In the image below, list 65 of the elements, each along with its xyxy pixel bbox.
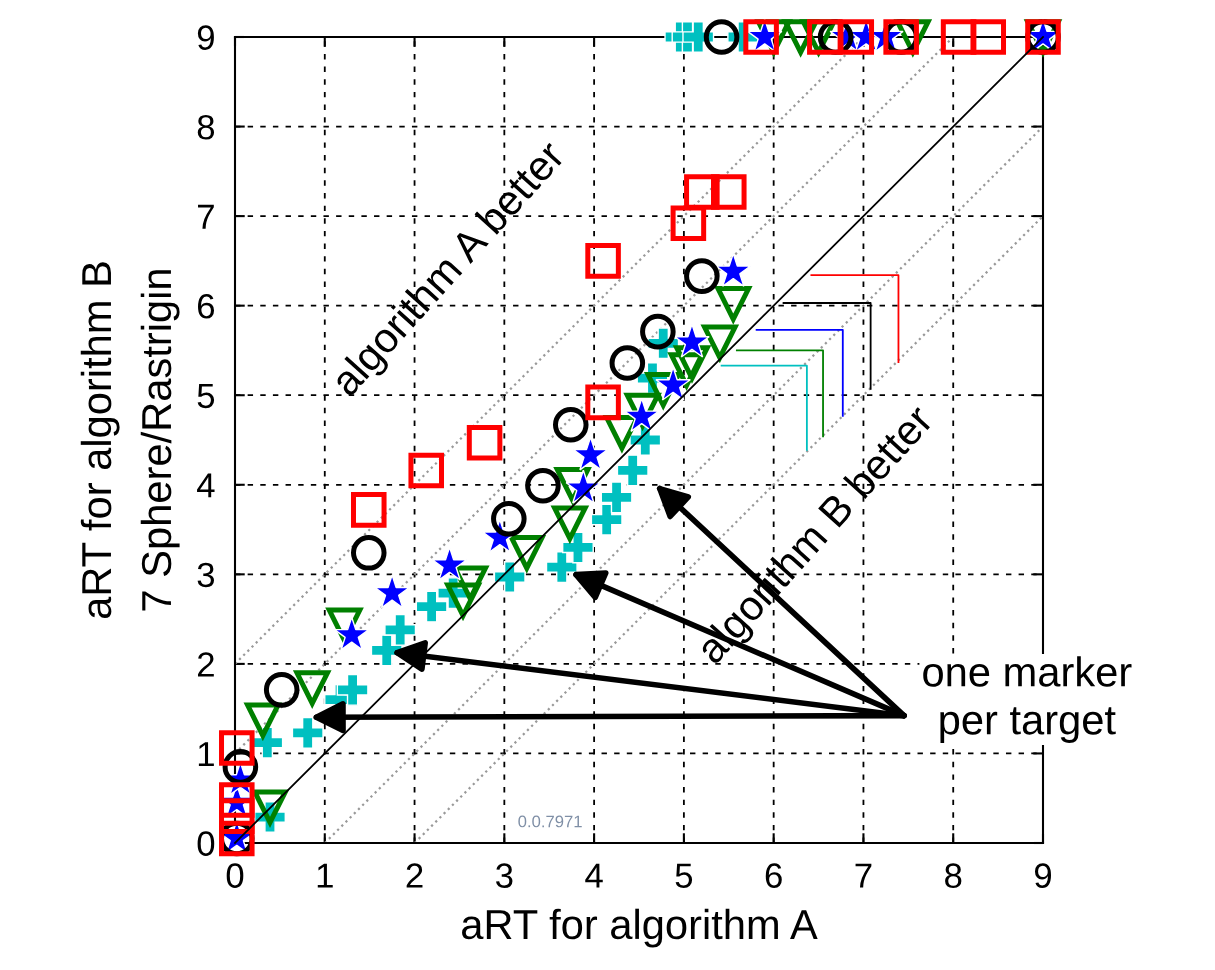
y-tick-label: 1 [198, 742, 214, 767]
point [670, 205, 707, 242]
annotation: 0.0.7971 [518, 815, 582, 828]
point [585, 243, 621, 279]
x-tick-label: 1 [317, 863, 333, 888]
x-tick-label: 6 [765, 863, 782, 888]
point [493, 561, 526, 593]
point [466, 424, 503, 461]
point [940, 19, 977, 55]
x-tick-label: 2 [406, 863, 423, 888]
point [590, 503, 623, 536]
y-tick-label: 9 [197, 25, 214, 50]
y-tick-label: 0 [197, 831, 215, 856]
point [415, 590, 448, 623]
point [561, 531, 594, 564]
point [970, 19, 1007, 55]
point [263, 672, 300, 708]
y-tick-label: 3 [197, 562, 215, 588]
point [443, 582, 483, 621]
point [655, 366, 691, 401]
x-tick-label: 7 [855, 863, 872, 888]
point [674, 323, 710, 358]
x-tick-label: 3 [496, 863, 513, 888]
x-tick-label: 5 [675, 863, 693, 888]
annotation: one marker per target [923, 656, 1132, 743]
point [552, 407, 589, 443]
x-tick-label: 9 [1034, 863, 1052, 888]
point [243, 702, 282, 741]
point [336, 673, 369, 706]
point [684, 258, 720, 294]
point [600, 481, 633, 514]
point [703, 19, 740, 55]
point [333, 616, 370, 651]
x-tick-label: 0 [226, 863, 244, 888]
point [491, 501, 527, 537]
point [431, 546, 468, 581]
y-tick-label: 7 [198, 204, 214, 229]
point [616, 454, 649, 487]
x-axis-title: aRT for algorithm A [462, 908, 818, 948]
y-tick-label: 2 [197, 652, 214, 677]
point [640, 313, 676, 350]
point [609, 345, 646, 381]
y-axis-title: aRT for algorithm B 7 Sphere/Rastrigin [80, 262, 180, 619]
point [700, 324, 739, 363]
point [350, 492, 387, 528]
point [350, 535, 387, 571]
point [572, 436, 609, 471]
y-tick-label: 6 [198, 294, 215, 319]
point [408, 452, 444, 489]
point [550, 505, 590, 544]
point [525, 467, 561, 504]
x-tick-label: 4 [585, 863, 603, 888]
x-tick-label: 8 [945, 863, 962, 888]
point [545, 551, 578, 584]
point [585, 384, 621, 421]
point [838, 19, 875, 55]
y-tick-label: 4 [197, 473, 215, 498]
point [374, 574, 410, 609]
point [291, 716, 324, 749]
point [684, 174, 720, 210]
point [384, 613, 417, 646]
y-tick-label: 5 [197, 383, 215, 409]
y-tick-label: 8 [197, 114, 215, 140]
point [219, 730, 255, 766]
point [711, 174, 747, 210]
